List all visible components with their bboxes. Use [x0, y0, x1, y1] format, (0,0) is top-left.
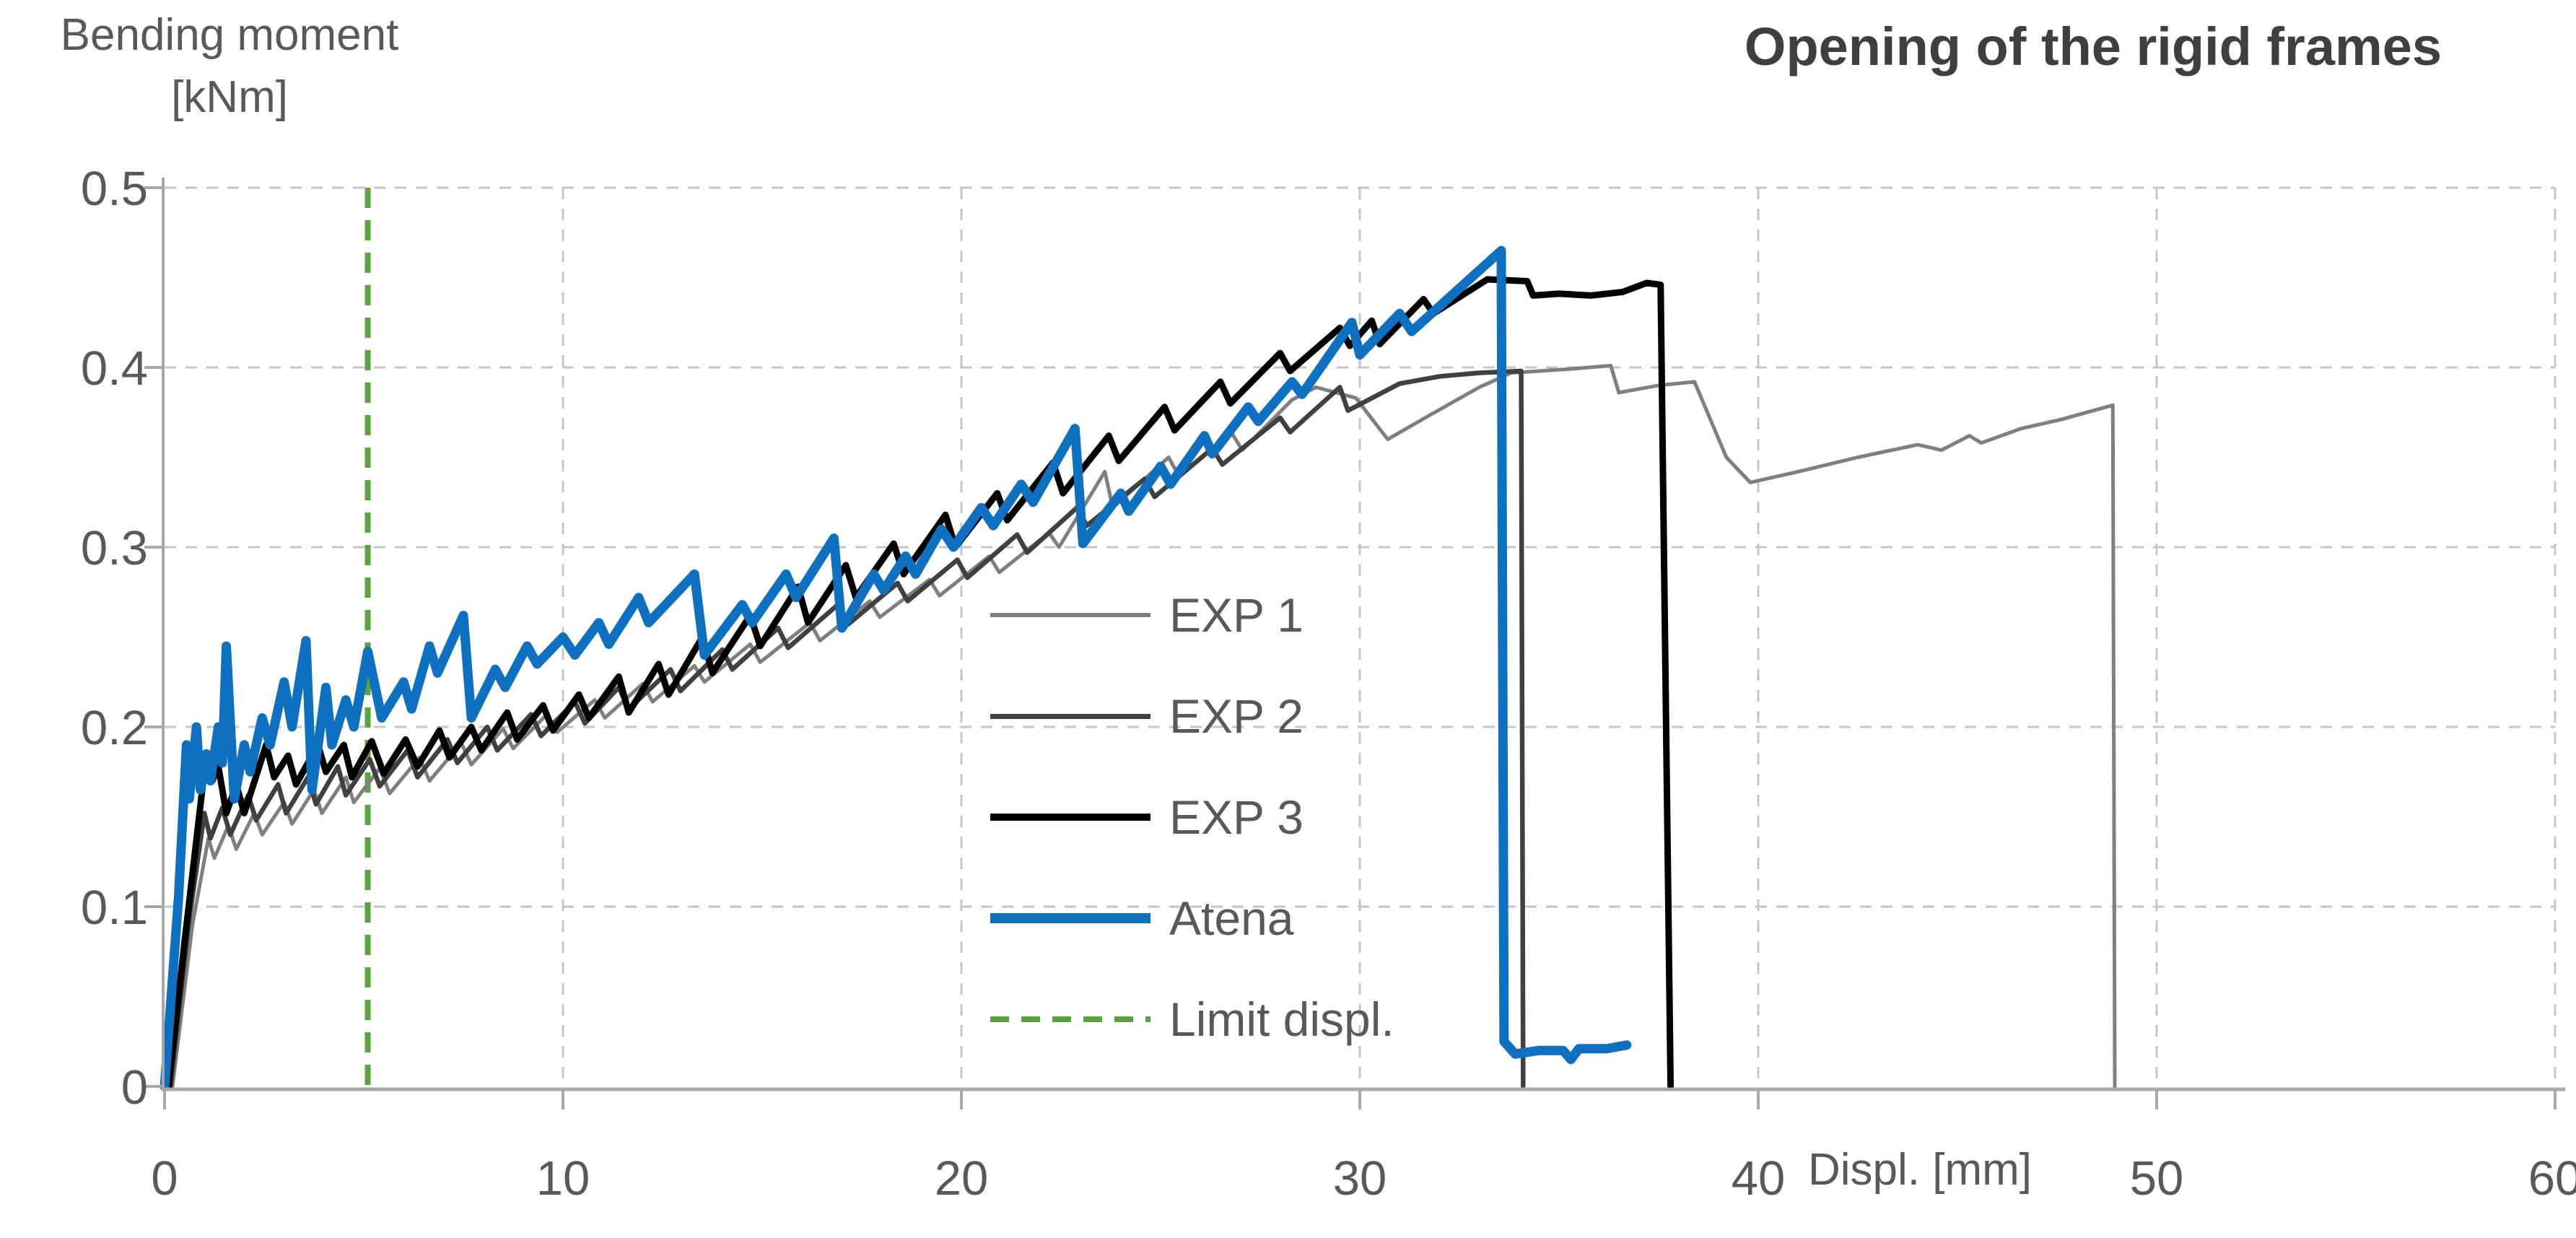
legend-label-exp2: EXP 2 — [1169, 689, 1304, 743]
legend-item-exp2: EXP 2 — [990, 666, 1452, 767]
y-tick-label-0.4: 0.4 — [81, 341, 148, 396]
chart-legend: EXP 1 EXP 2 EXP 3 Atena Limit displ. — [990, 564, 1452, 1070]
y-tick-label-0.2: 0.2 — [81, 701, 148, 755]
y-axis-title-line2: [kNm] — [171, 72, 288, 122]
y-tick-label-0: 0 — [121, 1060, 148, 1115]
x-tick-label-30: 30 — [1333, 1151, 1387, 1206]
y-axis-title: Bending moment [kNm] — [13, 4, 446, 128]
legend-item-limit: Limit displ. — [990, 969, 1452, 1070]
legend-label-limit: Limit displ. — [1169, 993, 1394, 1046]
legend-swatch-exp1 — [990, 613, 1151, 617]
legend-swatch-exp2 — [990, 713, 1151, 719]
legend-item-exp3: EXP 3 — [990, 767, 1452, 868]
y-tick-label-0.3: 0.3 — [81, 521, 148, 575]
x-tick-label-60: 60 — [2528, 1151, 2576, 1206]
y-axis-title-line1: Bending moment — [60, 10, 399, 60]
legend-swatch-limit — [990, 1016, 1151, 1022]
legend-item-exp1: EXP 1 — [990, 564, 1452, 666]
x-tick-label-50: 50 — [2130, 1151, 2184, 1206]
legend-swatch-exp3 — [990, 814, 1151, 821]
y-tick-label-0.5: 0.5 — [81, 162, 148, 216]
series-line-exp2 — [168, 368, 1526, 1089]
legend-label-exp3: EXP 3 — [1169, 790, 1304, 844]
x-tick-label-0: 0 — [151, 1151, 178, 1206]
chart-title: Opening of the rigid frames — [1744, 17, 2442, 77]
series-line-atena — [160, 245, 1632, 1091]
legend-label-atena: Atena — [1169, 892, 1294, 945]
x-tick-label-40: 40 — [1732, 1151, 1786, 1206]
legend-swatch-atena — [990, 913, 1151, 923]
x-tick-label-20: 20 — [935, 1151, 989, 1206]
legend-item-atena: Atena — [990, 868, 1452, 969]
legend-label-exp1: EXP 1 — [1169, 588, 1304, 642]
x-axis-title: Displ. [mm] — [1808, 1145, 2032, 1195]
x-tick-label-10: 10 — [536, 1151, 590, 1206]
y-tick-label-0.1: 0.1 — [81, 881, 148, 935]
